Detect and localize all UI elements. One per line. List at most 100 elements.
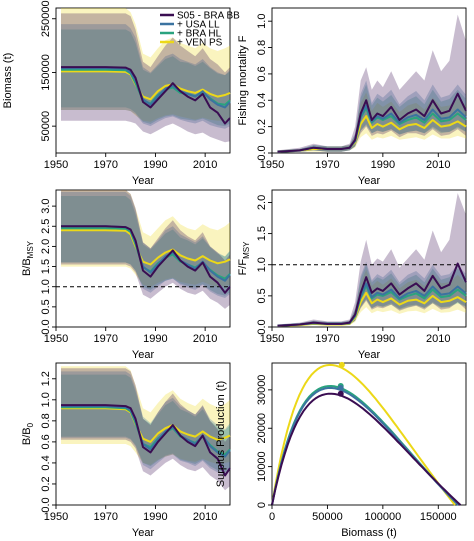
x-tick-label: 1990: [371, 333, 395, 345]
production-curve-s05: [271, 392, 462, 506]
x-tick-label: 1970: [93, 511, 117, 523]
x-tick-label: 1970: [93, 159, 117, 171]
x-tick-label: 0: [269, 511, 275, 523]
legend: S05 - BRA BB+ USA LL+ BRA HL+ VEN PS: [160, 11, 240, 49]
y-tick-label: 1.5: [256, 226, 268, 241]
series-line-ven: [61, 70, 231, 101]
plot-frame: [271, 7, 467, 154]
y-tick-label: 10000: [256, 451, 268, 482]
y-tick-label: 0.0: [40, 497, 52, 512]
x-tick-label: 1950: [260, 333, 284, 345]
y-axis-label: Biomass (t): [2, 53, 14, 109]
msy-point-ven: [338, 361, 345, 368]
x-tick-label: 1970: [315, 159, 339, 171]
y-tick-label: 150000: [40, 54, 52, 91]
x-tick-label: 1990: [143, 159, 167, 171]
y-tick-label: 0.8: [40, 413, 52, 428]
y-tick-label: 2.0: [256, 195, 268, 210]
y-tick-label: 1.2: [40, 371, 52, 386]
y-tick-label: 0.6: [40, 434, 52, 449]
ci-band-s05: [277, 14, 466, 153]
y-tick-label: 1.0: [256, 257, 268, 272]
production-curve-usa: [271, 386, 459, 506]
ci-band-usa: [277, 261, 466, 327]
y-tick-label: 0.5: [40, 299, 52, 314]
y-axis-label: B/BMSY: [21, 240, 35, 276]
msy-point-usa: [337, 384, 344, 391]
y-tick-label: 0.0: [256, 319, 268, 334]
ci-band-usa: [61, 24, 230, 129]
ci-band-bra: [61, 29, 230, 127]
legend-label: + USA LL: [177, 20, 220, 31]
x-tick-label: 1950: [44, 511, 68, 523]
y-tick-label: 0.4: [40, 455, 52, 470]
ci-band-usa: [61, 371, 230, 475]
y-tick-label: 0.5: [256, 288, 268, 303]
ci-band-s05: [61, 190, 230, 309]
x-tick-label: 1990: [143, 333, 167, 345]
panel-b-bmsy: 1950 1970 1990 2010 0.0 0.5 1.0 1.5 2.0 2.5 3.0 Yea…: [21, 189, 231, 361]
x-axis-label: Year: [132, 527, 155, 539]
y-tick-label: 0: [256, 502, 268, 508]
panel-fishing-mortality: 1950 1970 1990 2010 0.0 0.2 0.4 0.6 0.8 1.0 Year Fi…: [237, 7, 467, 187]
panel-b-b0: 1950 1970 1990 2010 0.0 0.2 0.4 0.6 0.8 1.0 1.2 Yea…: [21, 362, 231, 539]
y-axis-label: Surplus Production (t): [215, 381, 227, 487]
y-tick-label: 3.0: [40, 198, 52, 213]
x-tick-label: 50000: [312, 511, 343, 523]
x-tick-label: 2010: [426, 333, 450, 345]
series-line-usa: [61, 67, 231, 109]
series-line-s05: [61, 225, 231, 294]
y-tick-label: 2.0: [40, 239, 52, 254]
y-tick-label: 0.8: [256, 40, 268, 55]
y-tick-label: 0.2: [40, 476, 52, 491]
ci-band-ven: [61, 190, 230, 287]
production-curve-ven: [271, 363, 456, 506]
ci-band-usa: [61, 192, 230, 298]
series-line-ven: [61, 229, 231, 266]
legend-label: S05 - BRA BB: [177, 11, 240, 22]
x-tick-label: 150000: [420, 511, 457, 523]
panel-surplus-production: 0 50000 100000 150000 0 10000 20000 30000 Biomas…: [215, 361, 467, 539]
y-tick-label: 1.0: [40, 392, 52, 407]
ci-band-s05: [61, 13, 230, 143]
msy-point-s05: [337, 390, 344, 397]
plot-frame: [271, 362, 467, 506]
y-tick-label: 0.0: [256, 145, 268, 160]
x-axis-label: Biomass (t): [341, 527, 397, 539]
x-axis-label: Year: [358, 175, 381, 187]
plot-frame: [55, 362, 231, 506]
y-tick-label: 1.0: [256, 14, 268, 29]
y-axis-label: Fishing mortality F: [237, 35, 249, 125]
y-tick-label: 2.5: [40, 219, 52, 234]
x-tick-label: 1950: [44, 159, 68, 171]
y-tick-label: 250000: [40, 0, 52, 37]
x-tick-label: 1990: [143, 511, 167, 523]
y-tick-label: 0.6: [256, 66, 268, 81]
series-line-s05: [277, 92, 467, 153]
x-tick-label: 1950: [260, 159, 284, 171]
y-tick-label: 30000: [256, 375, 268, 406]
x-tick-label: 100000: [364, 511, 401, 523]
y-axis-label: F/FMSY: [237, 241, 251, 276]
y-tick-label: 50000: [40, 111, 52, 142]
x-axis-label: Year: [358, 349, 381, 361]
y-tick-label: 0.0: [40, 319, 52, 334]
y-tick-label: 0.2: [256, 119, 268, 134]
series-line-usa: [61, 405, 231, 458]
y-tick-label: 0.4: [256, 93, 268, 108]
x-axis-label: Year: [132, 349, 155, 361]
x-axis-label: Year: [132, 175, 155, 187]
x-tick-label: 2010: [193, 333, 217, 345]
y-tick-label: 20000: [256, 413, 268, 444]
x-tick-label: 1970: [315, 333, 339, 345]
plot-frame: [55, 189, 231, 328]
panel-biomass: 1950 1970 1990 2010 50000 150000 250000 Year Bio…: [2, 0, 240, 187]
series-line-s05: [61, 66, 231, 125]
ci-band-s05: [277, 193, 466, 327]
production-curve-bra: [271, 384, 459, 506]
legend-label: + BRA HL: [177, 29, 222, 40]
plot-frame: [55, 7, 231, 154]
series-line-s05: [61, 404, 231, 477]
ci-band-bra: [61, 374, 230, 473]
